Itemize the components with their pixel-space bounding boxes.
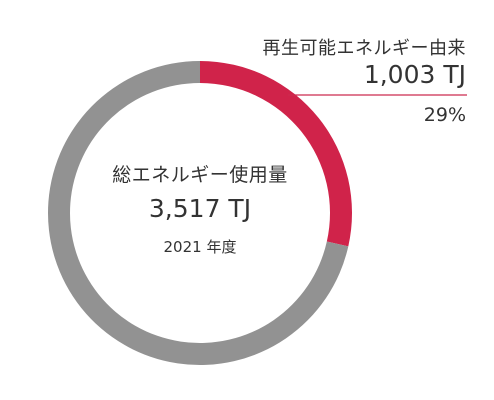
- renewable-label: 再生可能エネルギー由来: [262, 38, 466, 59]
- renewable-percent: 29%: [423, 104, 466, 126]
- donut-slices: [48, 61, 352, 365]
- slice-renewable: [200, 61, 352, 247]
- fiscal-year: 2021 年度: [163, 238, 237, 256]
- total-label: 総エネルギー使用量: [112, 164, 288, 186]
- total-value: 3,517 TJ: [148, 194, 252, 223]
- renewable-value: 1,003 TJ: [363, 60, 466, 89]
